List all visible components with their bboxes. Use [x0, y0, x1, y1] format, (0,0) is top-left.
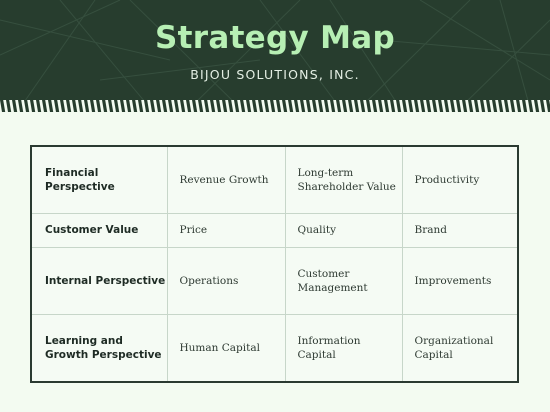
table-cell: Operations	[166, 247, 286, 316]
table-row: Learning and Growth Perspective Human Ca…	[32, 314, 517, 381]
strategy-table: Financial Perspective Revenue Growth Lon…	[30, 145, 519, 383]
row-header: Customer Value	[32, 212, 168, 249]
company-subtitle: BIJOU SOLUTIONS, INC.	[190, 67, 360, 82]
table-cell: Human Capital	[166, 314, 286, 381]
row-header: Learning and Growth Perspective	[32, 314, 168, 381]
table-cell: Customer Management	[284, 247, 403, 316]
row-header: Internal Perspective	[32, 247, 168, 316]
fringe-border	[0, 100, 550, 112]
header-banner: Strategy Map BIJOU SOLUTIONS, INC.	[0, 0, 550, 108]
page-title: Strategy Map	[155, 20, 395, 56]
table-cell: Long-term Shareholder Value	[284, 147, 403, 214]
table-row: Financial Perspective Revenue Growth Lon…	[32, 147, 517, 214]
table-cell: Quality	[284, 212, 403, 249]
background-pattern	[0, 0, 550, 108]
table-cell: Organizational Capital	[401, 314, 517, 381]
table-cell: Price	[166, 212, 286, 249]
table-cell: Revenue Growth	[166, 147, 286, 214]
table-cell: Information Capital	[284, 314, 403, 381]
table-row: Internal Perspective Operations Customer…	[32, 247, 517, 316]
row-header: Financial Perspective	[32, 147, 168, 214]
table-row: Customer Value Price Quality Brand	[32, 212, 517, 249]
table-cell: Brand	[401, 212, 517, 249]
table-cell: Productivity	[401, 147, 517, 214]
table-cell: Improvements	[401, 247, 517, 316]
